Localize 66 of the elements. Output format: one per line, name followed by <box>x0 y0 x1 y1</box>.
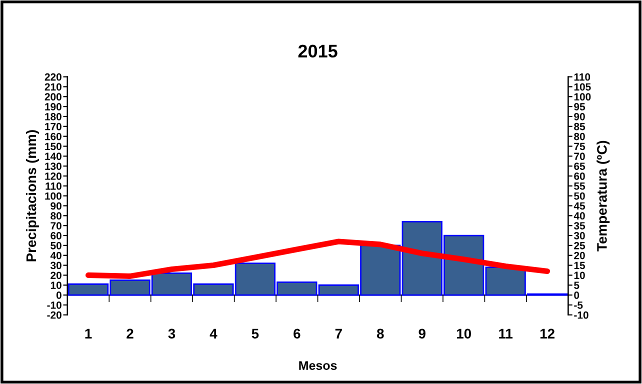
y-tick-label: 40 <box>50 252 62 260</box>
y2-tick-label: -5 <box>574 302 583 309</box>
y2-tick-label: 60 <box>574 172 585 180</box>
y2-tick-label: 85 <box>574 122 586 130</box>
y-tick-label: 140 <box>45 152 62 160</box>
y-tick-label: 100 <box>45 192 62 200</box>
y-tick-label: 120 <box>45 172 62 180</box>
y2-tick-label: 20 <box>574 252 585 260</box>
y-tick-label: -20 <box>47 311 62 319</box>
y-tick-label: 130 <box>45 162 62 170</box>
x-tick-label: 6 <box>294 328 300 339</box>
x-tick-label: 2 <box>126 328 134 338</box>
y2-tick-label: 10 <box>574 272 585 280</box>
y2-tick-label: 90 <box>574 112 585 120</box>
y-tick-label: 220 <box>44 73 62 81</box>
y-tick-label: 20 <box>50 272 62 280</box>
y2-tick-label: 40 <box>574 212 585 220</box>
x-tick-label: 12 <box>540 328 554 338</box>
y-tick-label: 50 <box>50 242 62 250</box>
x-tick-label: 8 <box>376 328 384 339</box>
x-tick-label: 5 <box>252 328 259 339</box>
x-tick-label: 9 <box>418 328 426 339</box>
y2-tick-label: 45 <box>574 202 586 210</box>
y-tick-label: 0 <box>56 292 62 299</box>
y-tick-label: 70 <box>50 222 62 230</box>
y-tick-label: 180 <box>45 112 62 120</box>
y2-tick-label: 110 <box>574 73 590 81</box>
y2-tick-label: 0 <box>574 292 580 299</box>
y-tick-label: 160 <box>45 132 62 140</box>
y-tick-label: 210 <box>44 83 62 91</box>
x-tick-label: 10 <box>456 328 471 339</box>
y-tick-label: 200 <box>44 93 62 101</box>
y2-tick-label: 105 <box>574 83 591 91</box>
y2-tick-label: 100 <box>574 93 591 101</box>
y2-tick-label: 65 <box>574 162 586 170</box>
y-tick-label: 30 <box>50 262 62 270</box>
y-tick-label: 150 <box>45 142 62 150</box>
x-tick-label: 4 <box>210 328 218 338</box>
y-tick-label: 110 <box>46 182 62 190</box>
x-tick-label: 7 <box>335 328 342 338</box>
y-tick-label: 170 <box>45 122 62 130</box>
y2-tick-label: 50 <box>574 192 585 200</box>
y-tick-label: -10 <box>47 301 62 309</box>
y2-tick-label: 70 <box>574 152 585 160</box>
y2-tick-label: 5 <box>574 282 580 289</box>
chart-title: 2015 <box>298 44 338 58</box>
y2-axis-title: Temperatura (ºC) <box>596 140 610 252</box>
y-tick-label: 90 <box>50 202 62 210</box>
x-tick-label: 1 <box>85 328 92 338</box>
x-tick-label: 11 <box>499 328 513 338</box>
x-tick-label: 3 <box>168 328 176 339</box>
y2-tick-label: 55 <box>574 182 586 190</box>
y-axis-title: Precipitacions (mm) <box>26 130 39 262</box>
y-tick-label: 60 <box>50 232 62 240</box>
y2-tick-label: 80 <box>574 132 585 140</box>
y2-tick-label: 35 <box>574 222 586 230</box>
y2-tick-label: 30 <box>574 232 585 240</box>
y-tick-label: 10 <box>50 282 62 289</box>
y2-tick-label: -10 <box>574 311 588 319</box>
y-tick-label: 80 <box>50 212 62 220</box>
x-axis-title: Mesos <box>299 361 337 370</box>
y2-tick-label: 15 <box>574 262 586 270</box>
y-tick-label: 190 <box>45 103 62 110</box>
y2-tick-label: 95 <box>574 103 586 110</box>
y2-tick-label: 25 <box>574 242 586 250</box>
y2-tick-label: 75 <box>574 142 586 150</box>
